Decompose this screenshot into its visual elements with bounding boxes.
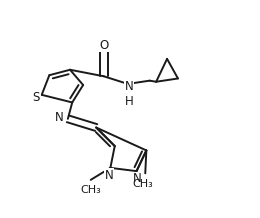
- Text: CH₃: CH₃: [133, 179, 153, 189]
- Text: S: S: [32, 90, 40, 104]
- Text: O: O: [99, 39, 108, 52]
- Text: N: N: [55, 111, 64, 124]
- Text: CH₃: CH₃: [80, 185, 101, 195]
- Text: N: N: [133, 172, 142, 185]
- Text: N: N: [105, 169, 114, 182]
- Text: N
H: N H: [125, 80, 133, 108]
